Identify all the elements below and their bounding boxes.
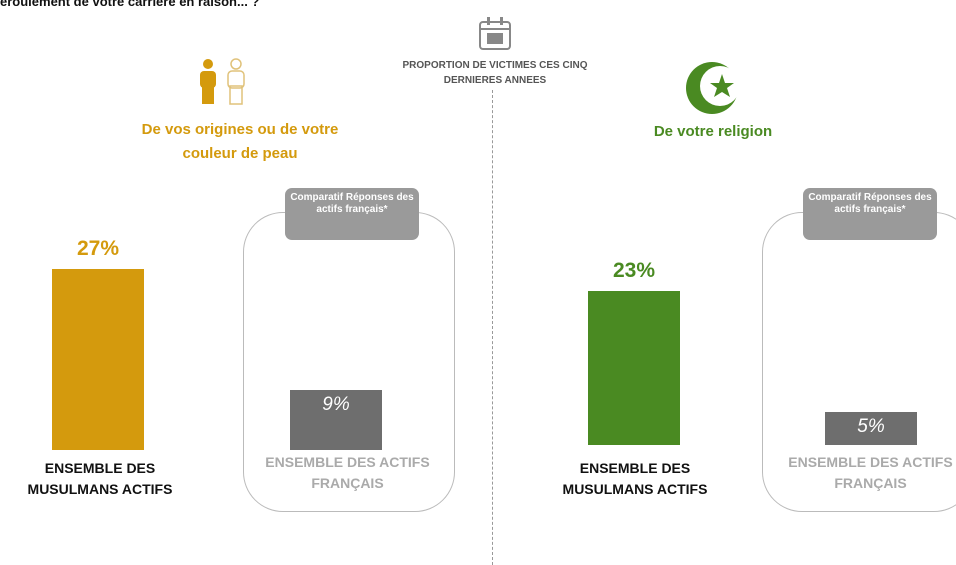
category-label: ENSEMBLE DES MUSULMANS ACTIFS <box>562 460 708 497</box>
value-label: 23% <box>612 258 656 282</box>
value-label: 27% <box>76 237 120 261</box>
comparison-tab: Comparatif Réponses des actifs français* <box>285 188 419 240</box>
center-label: PROPORTION DE VICTIMES CES CINQ DERNIERE… <box>402 60 588 86</box>
calendar-icon <box>479 17 511 50</box>
people-icon <box>200 58 245 105</box>
bar <box>52 269 144 450</box>
question-title: éroulement de votre carrière en raison..… <box>0 0 260 9</box>
chart-title: De votre religion <box>653 123 773 140</box>
divider <box>492 90 493 565</box>
chart-title: De vos origines ou de votre couleur de p… <box>141 121 339 162</box>
category-label: ENSEMBLE DES ACTIFS FRANÇAIS <box>788 454 953 491</box>
value-label: 5% <box>857 415 885 437</box>
bar <box>588 290 680 445</box>
category-label: ENSEMBLE DES MUSULMANS ACTIFS <box>27 460 173 497</box>
bar <box>825 411 917 445</box>
bar <box>290 389 382 450</box>
crescent-icon <box>686 62 740 114</box>
category-label: ENSEMBLE DES ACTIFS FRANÇAIS <box>265 454 430 491</box>
comparison-tab: Comparatif Réponses des actifs français* <box>803 188 937 240</box>
value-label: 9% <box>322 393 350 415</box>
